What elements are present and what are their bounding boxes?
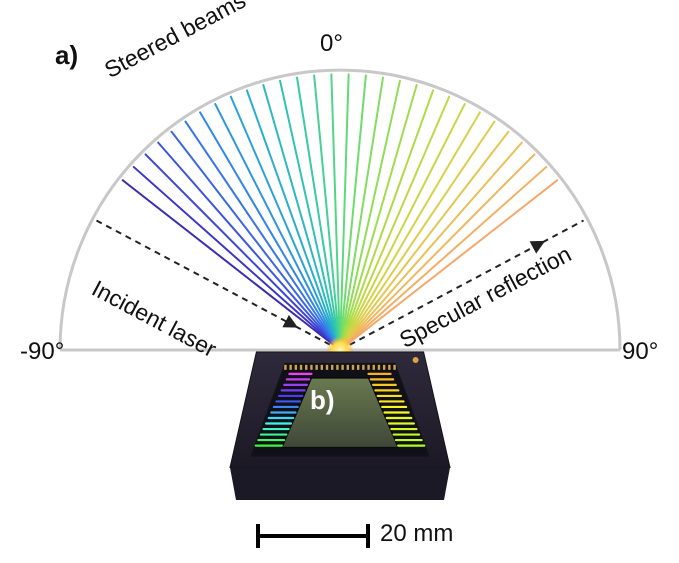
panel-a-label: a) — [55, 40, 78, 71]
chip-package-icon — [230, 352, 450, 500]
scale-bar-label: 20 mm — [380, 520, 453, 548]
panel-b-label: b) — [310, 385, 335, 416]
scale-bar — [258, 524, 368, 548]
pos-90-label: 90° — [622, 338, 658, 366]
zero-degree-label: 0° — [320, 30, 343, 58]
neg-90-label: -90° — [20, 338, 64, 366]
